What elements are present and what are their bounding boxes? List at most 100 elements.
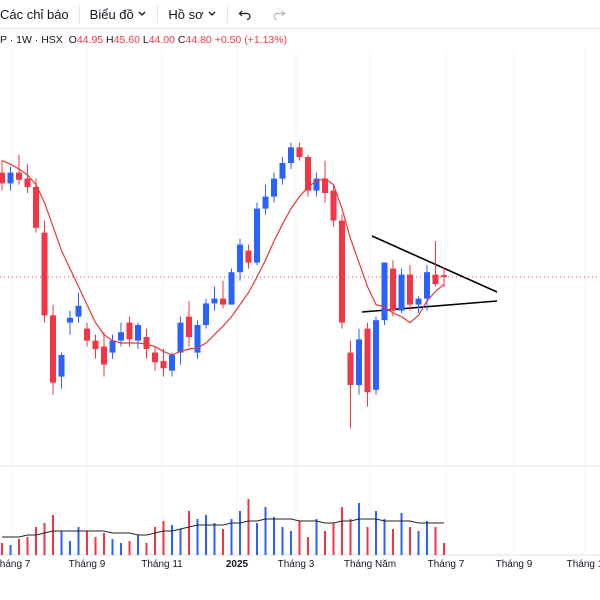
caret xyxy=(208,11,216,16)
candle-body xyxy=(135,325,141,341)
chart-label: Biểu đồ xyxy=(89,6,134,22)
indicators-button[interactable]: Các chỉ báo xyxy=(0,6,69,22)
volume-bar xyxy=(213,523,216,555)
symbol: P · 1W · HSX xyxy=(0,34,63,46)
close-value: 44.80 xyxy=(185,34,212,46)
change-percent: (+1.13%) xyxy=(244,34,288,46)
volume-bar xyxy=(1,543,3,555)
low-value: 44.00 xyxy=(148,34,175,46)
redo-button[interactable] xyxy=(262,0,296,28)
candle-body xyxy=(407,274,413,305)
volume-bar xyxy=(18,539,20,555)
volume-bar xyxy=(383,519,386,555)
candle-body xyxy=(101,346,107,365)
profile-label: Hồ sơ xyxy=(168,6,204,22)
high-label: H xyxy=(106,34,114,46)
candle-body xyxy=(84,328,90,341)
open-value: 44.95 xyxy=(76,34,104,46)
candle-body xyxy=(33,187,39,228)
volume-bar xyxy=(400,513,403,555)
candle-body xyxy=(58,355,65,377)
candle-body xyxy=(313,178,320,191)
redo-icon xyxy=(273,10,286,21)
candle-body xyxy=(279,163,286,179)
x-tick-label: Tháng 9 xyxy=(496,559,533,570)
volume-bar xyxy=(230,519,233,555)
candle-body xyxy=(92,340,99,349)
volume-bar xyxy=(273,517,275,555)
x-tick-label: Tháng 1 xyxy=(567,559,600,570)
candle-body xyxy=(373,320,379,390)
volume-bar xyxy=(307,537,309,555)
volume-bar xyxy=(94,537,97,555)
candle-body xyxy=(228,272,235,305)
close-label: C xyxy=(177,34,186,46)
volume-bar xyxy=(392,529,394,555)
separator xyxy=(157,5,159,23)
candle-body xyxy=(262,196,269,209)
volume-bar xyxy=(9,545,12,555)
volume-bar xyxy=(171,525,173,555)
volume-bar xyxy=(443,543,445,555)
candle-body xyxy=(381,262,388,321)
volume-bar xyxy=(26,537,29,555)
candle-body xyxy=(177,322,184,353)
x-tick-label: Tháng 9 xyxy=(69,559,106,570)
volume-bar xyxy=(137,535,139,555)
volume-bar xyxy=(60,531,63,555)
trend-line[interactable] xyxy=(361,300,498,313)
legend: P · 1W · HSX O44.95 H45.60 L44.00 C44.80… xyxy=(0,34,287,46)
volume-bar xyxy=(298,521,301,555)
volume-bar xyxy=(188,511,190,555)
change: +0.50 xyxy=(214,34,242,46)
low-label: L xyxy=(142,34,149,46)
candle-body xyxy=(237,244,243,273)
candle-body xyxy=(152,352,158,363)
volume-bar xyxy=(409,527,411,555)
candle-body xyxy=(288,147,294,163)
open-label: O xyxy=(68,34,77,46)
volume-bar xyxy=(256,523,258,555)
ma-line xyxy=(1,160,445,356)
candle-body xyxy=(296,147,303,157)
candle-body xyxy=(109,340,116,353)
volume-bar xyxy=(222,529,224,555)
candle-body xyxy=(424,272,430,299)
candle-body xyxy=(16,172,22,180)
volume-bar xyxy=(128,541,131,555)
candle-body xyxy=(220,298,226,305)
candle-body xyxy=(67,317,73,323)
volume-bar xyxy=(349,519,352,555)
candle-body xyxy=(0,172,5,184)
candle-body xyxy=(75,305,82,317)
volume-bar xyxy=(358,503,360,555)
chart-button[interactable]: Biểu đồ xyxy=(80,0,158,28)
caret xyxy=(138,11,146,16)
volume-bar xyxy=(426,521,428,555)
undo-button[interactable] xyxy=(228,0,262,28)
candle-body xyxy=(254,208,260,263)
x-tick-label: 2025 xyxy=(226,559,249,570)
candle-body xyxy=(339,220,345,323)
candle-body xyxy=(143,337,150,349)
candle-body xyxy=(203,303,209,325)
volume-ma-line xyxy=(2,518,444,538)
profile-button[interactable]: Hồ sơ xyxy=(158,0,227,28)
volume-bar xyxy=(247,499,250,555)
trend-line[interactable] xyxy=(371,235,498,293)
volume-bar xyxy=(264,507,267,555)
volume-bar xyxy=(434,527,437,555)
x-tick-label: Tháng 7 xyxy=(428,559,465,570)
candle-body xyxy=(432,274,439,285)
candle-body xyxy=(245,250,252,263)
volume-bar xyxy=(120,543,122,555)
volume-bar xyxy=(341,507,343,555)
volume-bar xyxy=(154,527,156,555)
volume-bar xyxy=(196,519,199,555)
candle-body xyxy=(194,325,201,353)
candle-body xyxy=(211,298,218,304)
candle-body xyxy=(118,332,124,341)
x-tick-label: Tháng Năm xyxy=(344,559,396,570)
